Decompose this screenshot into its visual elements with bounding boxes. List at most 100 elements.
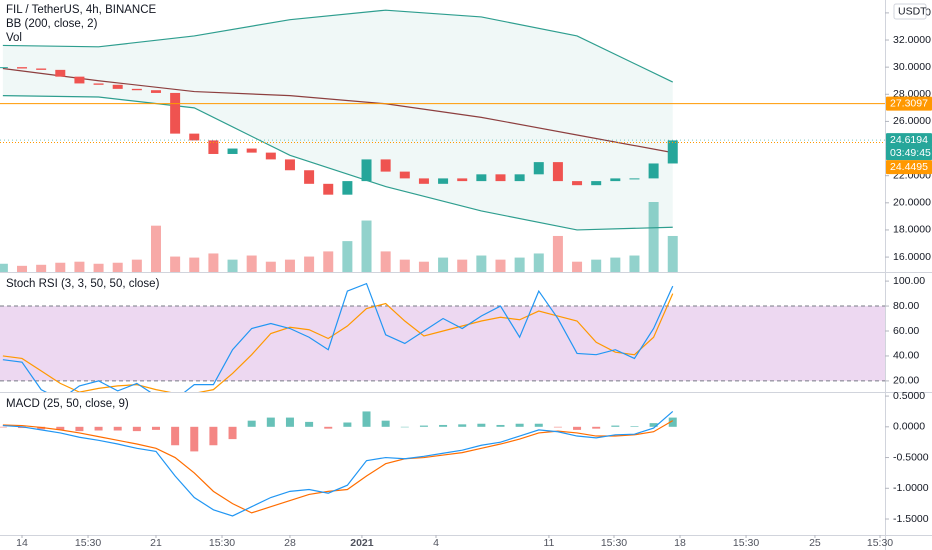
candle [55,69,66,77]
volume-bar [361,220,372,272]
candle [131,88,142,91]
volume-bar [342,241,353,272]
candle [150,90,161,93]
x-tick-label: 15:30 [209,537,235,549]
macd-histogram [0,426,7,428]
x-tick-label: 21 [150,537,162,549]
macd-legend: MACD (25, 50, close, 9) [6,398,129,410]
macd-histogram [534,423,543,427]
volume-bar [112,262,123,272]
macd-histogram [266,417,275,427]
macd-histogram [132,426,141,432]
volume-bar [438,257,449,272]
x-tick-label: 15:30 [75,537,101,549]
y-tick-label: 18.0000 [893,224,931,236]
macd-histogram [324,426,333,429]
volume-bar [265,261,276,272]
unit-label: USDT [898,5,927,17]
volume-bar [189,257,200,272]
stoch-band [0,306,885,381]
y-tick-label: 60.00 [893,325,919,337]
macd-line [2,410,674,517]
candle [438,178,449,184]
volume-bar [323,251,334,272]
volume-bar [457,259,468,272]
candle [284,159,295,171]
volume-bar [93,263,104,272]
y-tick-label: -1.5000 [893,513,929,525]
candle [457,178,468,182]
volume-bar [131,259,142,272]
macd-histogram [228,426,237,440]
volume-bar [380,251,391,272]
macd-histogram [458,424,467,427]
x-tick-label: 14 [16,537,28,549]
volume-bar [591,259,602,272]
candle [399,171,410,179]
candle [629,178,640,180]
macd-histogram [171,426,180,446]
vol-legend: Vol [6,32,22,44]
macd-histogram [630,426,639,427]
x-tick-label: 15:30 [733,537,759,549]
volume-bar [208,253,219,272]
volume-bar [150,225,161,272]
macd-histogram [209,426,218,446]
macd-histogram [553,426,562,428]
macd-histogram [247,420,256,427]
y-tick-label: 20.00 [893,375,919,387]
candle [667,140,678,164]
macd-histogram [592,426,601,429]
last-price-label: 24.6194 [890,134,928,146]
candle [227,148,238,154]
candle [36,68,47,70]
macd-histogram [305,421,314,427]
candle [495,174,506,182]
countdown-label: 03:49:45 [890,147,931,159]
candle [0,67,8,69]
candle [342,181,353,195]
price-line-label-box [886,96,932,111]
volume-bar [36,264,47,272]
x-tick-label: 2021 [350,537,374,549]
symbol-title: FIL / TetherUS, 4h, BINANCE [6,4,157,16]
y-tick-label: 0.5000 [893,390,925,402]
y-tick-label: 32.0000 [893,34,931,46]
volume-bar [610,257,621,272]
volume-bar [476,255,487,272]
macd-histogram [419,425,428,427]
overlay: FIL / TetherUS, 4h, BINANCE BB (200, clo… [6,4,160,410]
macd-histogram [37,426,46,430]
y-tick-label: 40.00 [893,350,919,362]
volume-bar [246,255,257,272]
macd-pane [0,410,677,517]
macd-histogram [285,417,294,427]
candle [361,159,372,182]
bb-upper [2,9,674,83]
volume-bar [0,263,8,272]
x-tick-label: 11 [543,537,554,549]
bb-basis [2,67,673,154]
volume-bar [55,262,66,272]
y-tick-label: -0.5000 [893,451,929,463]
candle [648,163,659,179]
price-line-label-box [886,160,932,175]
y-tick-label: 100.00 [893,275,925,287]
volume-bar [629,255,640,272]
bb-lower [2,95,673,231]
candle [17,67,28,69]
macd-histogram [94,426,103,431]
volume-bar [648,202,659,272]
stoch-k [2,282,674,392]
y-tick-label: 20.0000 [893,197,931,209]
candle [533,162,544,175]
last-price-label-box [886,133,932,148]
macd-histogram [343,422,352,427]
macd-histogram [649,423,658,427]
candle [572,181,583,186]
unit-box [893,3,927,20]
candle [380,159,391,172]
candle [170,92,181,134]
candle [323,183,334,195]
candle [418,178,429,184]
